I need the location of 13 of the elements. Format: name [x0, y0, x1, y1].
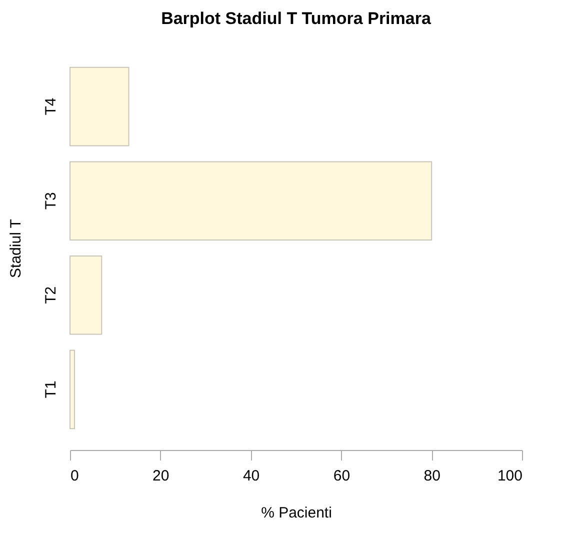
y-tick-label: T3 — [42, 192, 60, 210]
y-axis-title: Stadiul T — [8, 219, 24, 278]
y-tick-label: T1 — [42, 380, 60, 398]
x-tick-label: 80 — [424, 468, 440, 484]
x-tick-label: 0 — [70, 468, 79, 484]
y-tick-label: T4 — [42, 98, 60, 116]
x-tick-label: 100 — [497, 468, 522, 484]
x-tick-label: 40 — [242, 468, 260, 484]
x-tick-label: 20 — [152, 468, 170, 484]
chart-title: Barplot Stadiul T Tumora Primara — [161, 9, 432, 28]
y-tick-label: T2 — [42, 286, 60, 304]
x-tick-label: 60 — [333, 468, 350, 484]
x-axis-title: % Pacienti — [261, 504, 332, 522]
